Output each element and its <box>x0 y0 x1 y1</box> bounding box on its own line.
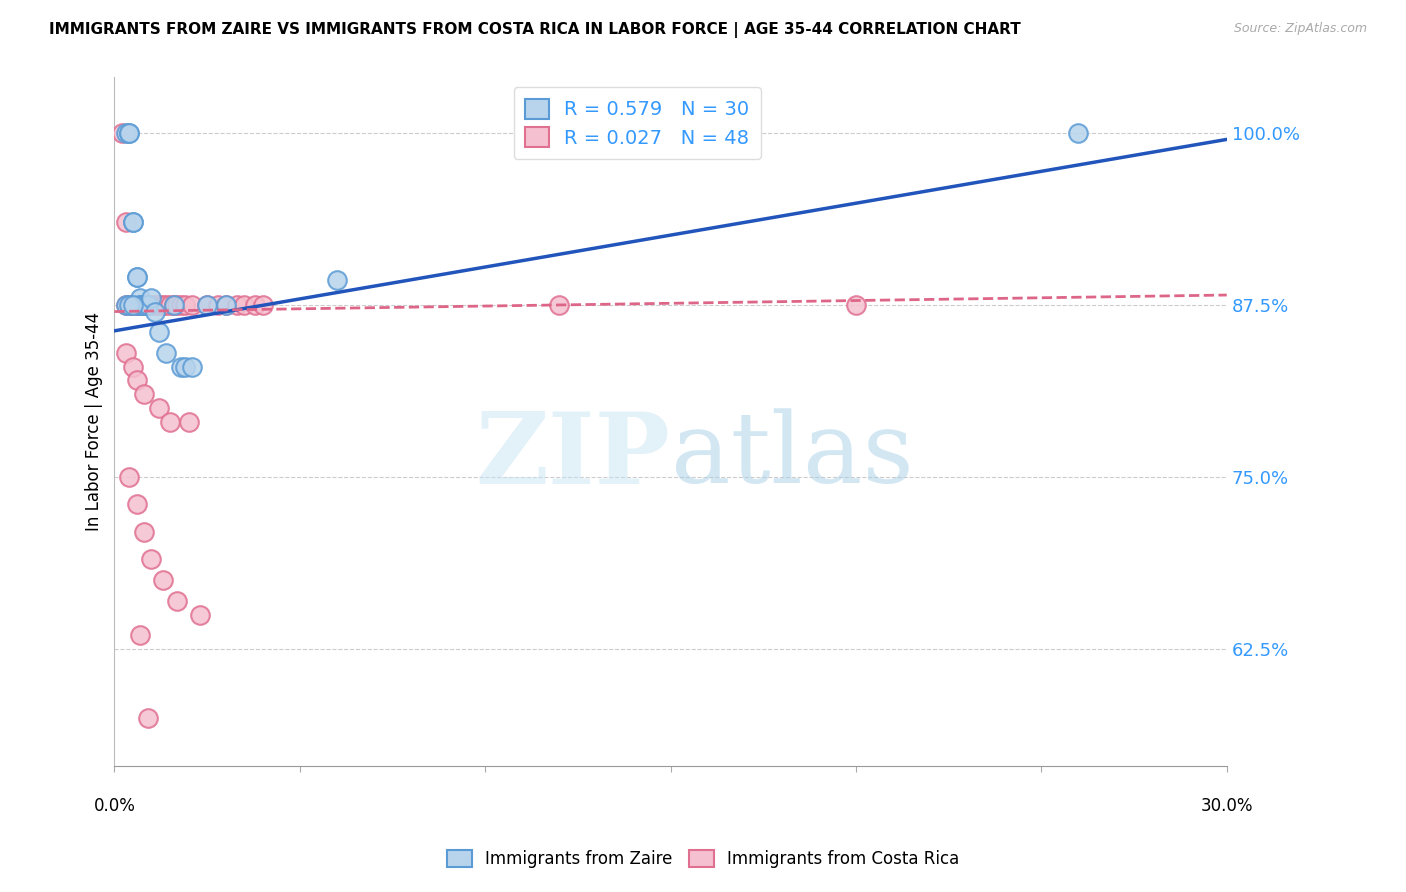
Point <box>143 298 166 312</box>
Point <box>195 298 218 312</box>
Point <box>141 298 163 312</box>
Point <box>122 359 145 374</box>
Point <box>122 298 145 312</box>
Point <box>118 126 141 140</box>
Text: 30.0%: 30.0% <box>1201 797 1253 814</box>
Point <box>129 298 152 312</box>
Point <box>114 215 136 229</box>
Legend: Immigrants from Zaire, Immigrants from Costa Rica: Immigrants from Zaire, Immigrants from C… <box>440 843 966 875</box>
Point <box>122 298 145 312</box>
Point <box>129 291 152 305</box>
Text: Source: ZipAtlas.com: Source: ZipAtlas.com <box>1233 22 1367 36</box>
Point <box>155 346 177 360</box>
Point <box>181 359 204 374</box>
Point <box>132 387 155 401</box>
Text: 0.0%: 0.0% <box>93 797 135 814</box>
Point <box>233 298 256 312</box>
Text: IMMIGRANTS FROM ZAIRE VS IMMIGRANTS FROM COSTA RICA IN LABOR FORCE | AGE 35-44 C: IMMIGRANTS FROM ZAIRE VS IMMIGRANTS FROM… <box>49 22 1021 38</box>
Point <box>141 291 163 305</box>
Point <box>225 298 247 312</box>
Point <box>114 298 136 312</box>
Point <box>132 298 155 312</box>
Point <box>245 298 267 312</box>
Point <box>148 298 170 312</box>
Point <box>326 273 349 287</box>
Point <box>136 298 159 312</box>
Point <box>125 270 148 285</box>
Point <box>159 415 181 429</box>
Point <box>118 126 141 140</box>
Point <box>141 552 163 566</box>
Point <box>125 298 148 312</box>
Point <box>148 401 170 415</box>
Point <box>143 304 166 318</box>
Point <box>214 298 236 312</box>
Point <box>129 298 152 312</box>
Point <box>136 711 159 725</box>
Point <box>129 628 152 642</box>
Point <box>125 298 148 312</box>
Point <box>125 373 148 387</box>
Point <box>207 298 229 312</box>
Point <box>152 573 174 587</box>
Text: ZIP: ZIP <box>475 408 671 505</box>
Point <box>132 524 155 539</box>
Point <box>122 298 145 312</box>
Text: atlas: atlas <box>671 409 914 504</box>
Legend: R = 0.579   N = 30, R = 0.027   N = 48: R = 0.579 N = 30, R = 0.027 N = 48 <box>513 87 761 160</box>
Point <box>163 298 186 312</box>
Point <box>118 298 141 312</box>
Point <box>136 298 159 312</box>
Point <box>129 298 152 312</box>
Point <box>111 126 134 140</box>
Point <box>170 359 193 374</box>
Point <box>114 346 136 360</box>
Y-axis label: In Labor Force | Age 35-44: In Labor Force | Age 35-44 <box>86 312 103 532</box>
Point <box>118 470 141 484</box>
Point <box>214 298 236 312</box>
Point <box>181 298 204 312</box>
Point <box>173 359 195 374</box>
Point <box>548 298 571 312</box>
Point <box>132 298 155 312</box>
Point <box>252 298 274 312</box>
Point <box>845 298 868 312</box>
Point <box>136 298 159 312</box>
Point <box>173 298 195 312</box>
Point <box>155 298 177 312</box>
Point <box>118 298 141 312</box>
Point <box>122 215 145 229</box>
Point <box>125 497 148 511</box>
Point <box>159 298 181 312</box>
Point <box>166 298 188 312</box>
Point <box>188 607 211 622</box>
Point <box>122 215 145 229</box>
Point <box>114 126 136 140</box>
Point <box>152 298 174 312</box>
Point <box>132 298 155 312</box>
Point <box>125 298 148 312</box>
Point <box>166 593 188 607</box>
Point <box>1067 126 1090 140</box>
Point <box>129 298 152 312</box>
Point <box>177 415 200 429</box>
Point <box>148 325 170 339</box>
Point <box>163 298 186 312</box>
Point <box>125 270 148 285</box>
Point <box>114 298 136 312</box>
Point <box>170 298 193 312</box>
Point <box>195 298 218 312</box>
